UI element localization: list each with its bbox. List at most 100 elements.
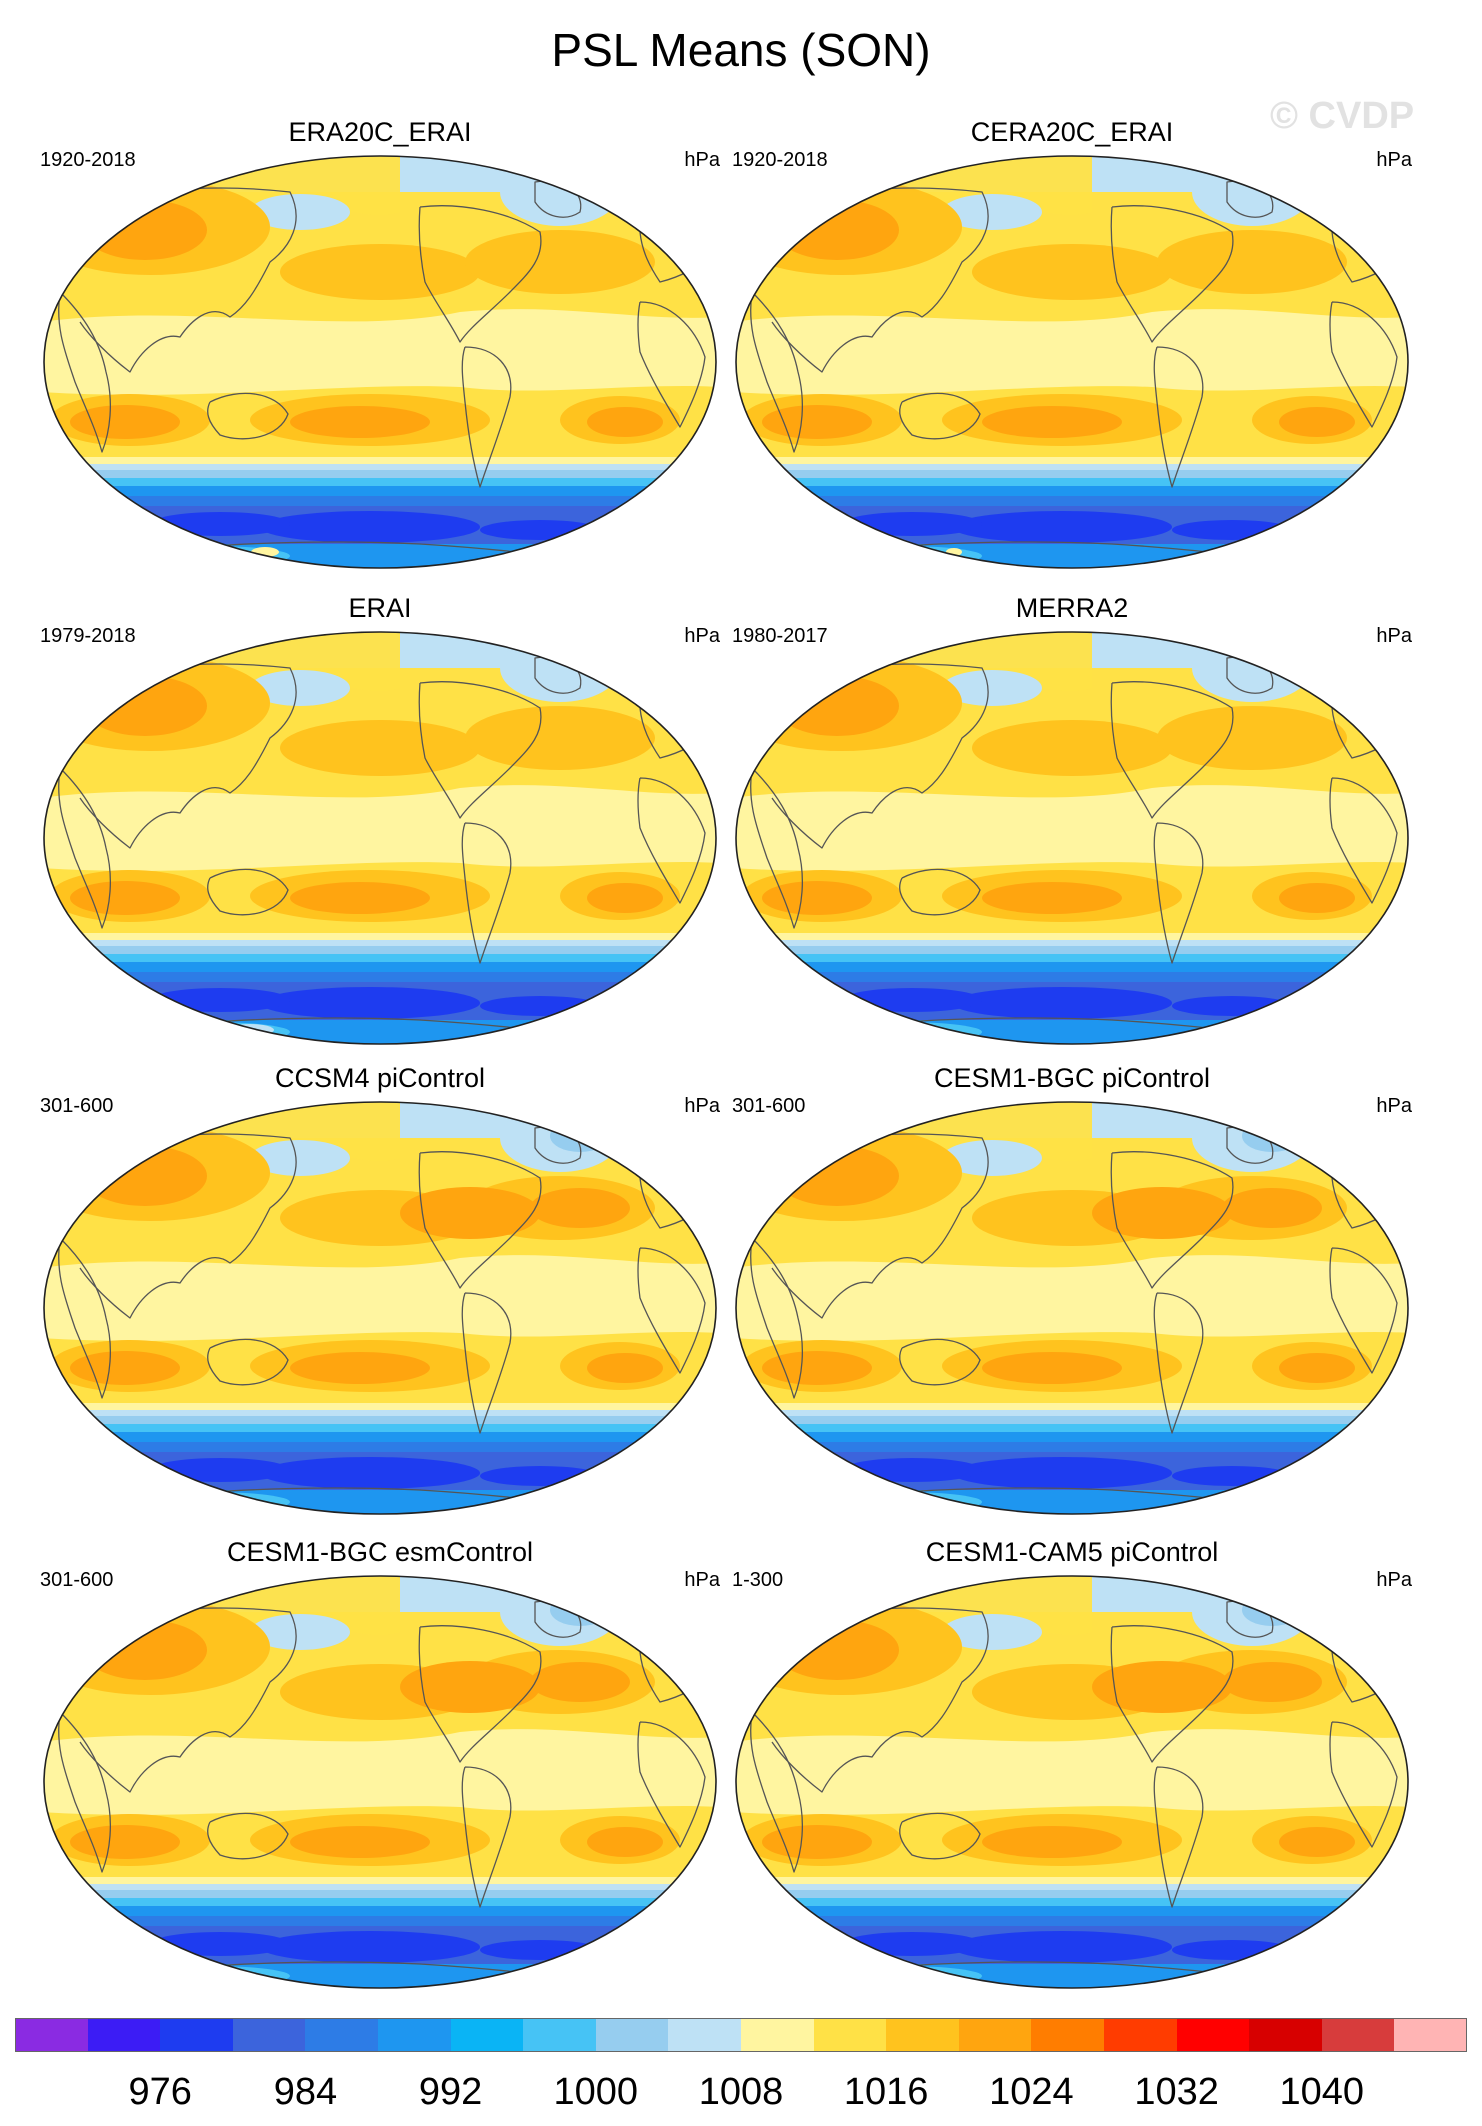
south-pacific-high-core bbox=[290, 1352, 430, 1384]
colorbar-tick-label: 1040 bbox=[1279, 2071, 1365, 2113]
panel-title: ERA20C_ERAI bbox=[288, 117, 472, 147]
panel-period: 1920-2018 bbox=[732, 149, 828, 171]
west-africa-coastline bbox=[1329, 777, 1398, 904]
map-panel-merra2: MERRA2 1980-2017 hPa bbox=[732, 592, 1412, 1052]
colorbar-swatch bbox=[15, 2018, 89, 2052]
map-panel-cesm1-cam5-picontrol: CESM1-CAM5 piControl 1-300 hPa bbox=[732, 1536, 1412, 1996]
map-outline bbox=[735, 1575, 1409, 1989]
colorbar-swatch bbox=[1031, 2018, 1105, 2052]
map-panel-erai: ERAI 1979-2018 hPa bbox=[40, 592, 720, 1052]
colorbar-swatch bbox=[232, 2018, 306, 2052]
south-america-coastline bbox=[461, 1292, 512, 1434]
psl-map bbox=[735, 631, 1409, 1045]
south-america-coastline bbox=[1153, 346, 1204, 488]
psl-map bbox=[735, 1575, 1409, 1989]
antarctic-band bbox=[736, 544, 1408, 568]
map-outline bbox=[735, 631, 1409, 1045]
antarctic-band bbox=[736, 1964, 1408, 1988]
equatorial-trough bbox=[736, 785, 1408, 871]
australia-coastline bbox=[899, 868, 981, 916]
azores-high-core bbox=[1222, 1188, 1322, 1228]
asia-coastline bbox=[79, 1133, 297, 1319]
south-atlantic-high-core bbox=[587, 407, 663, 437]
equatorial-trough bbox=[44, 785, 716, 871]
panel-title: CERA20C_ERAI bbox=[970, 117, 1174, 147]
greenland-low bbox=[1192, 158, 1312, 226]
southern-ocean-low-core bbox=[480, 1940, 600, 1960]
southern-ocean-low-core bbox=[480, 1466, 600, 1486]
panel-unit: hPa bbox=[1376, 149, 1412, 171]
indian-ocean-high-core bbox=[70, 1351, 180, 1385]
colorbar-tick-label: 984 bbox=[273, 2071, 338, 2113]
indian-ocean-high-core bbox=[70, 1825, 180, 1859]
colorbar-swatch bbox=[160, 2018, 234, 2052]
colorbar-swatch bbox=[1249, 2018, 1323, 2052]
south-pacific-high-core bbox=[982, 1352, 1122, 1384]
colorbar-swatch bbox=[1104, 2018, 1178, 2052]
north-america-coastline bbox=[418, 1625, 542, 1763]
south-atlantic-high-core bbox=[587, 1827, 663, 1857]
australia-coastline bbox=[207, 1338, 289, 1386]
panel-title: CESM1-CAM5 piControl bbox=[925, 1537, 1219, 1567]
africa-coastline bbox=[750, 1237, 804, 1399]
panel-period: 301-600 bbox=[732, 1095, 806, 1117]
panel-period: 1920-2018 bbox=[40, 149, 136, 171]
colorbar-swatch bbox=[741, 2018, 815, 2052]
colorbar-swatch bbox=[450, 2018, 524, 2052]
africa-coastline bbox=[750, 1711, 804, 1873]
cvdp-watermark: © CVDP bbox=[1270, 95, 1415, 137]
west-africa-coastline bbox=[637, 1247, 706, 1374]
colorbar-swatch bbox=[1176, 2018, 1250, 2052]
southern-ocean-low-core bbox=[480, 520, 600, 540]
asia-coastline bbox=[771, 1133, 989, 1319]
colorbar-tick-label: 1016 bbox=[843, 2071, 929, 2113]
psl-map bbox=[735, 1101, 1409, 1515]
greenland-low bbox=[500, 634, 620, 702]
panel-title: CESM1-BGC esmControl bbox=[226, 1537, 534, 1567]
asia-coastline bbox=[79, 1607, 297, 1793]
panel-period: 1979-2018 bbox=[40, 625, 136, 647]
siberian-high-core bbox=[775, 1146, 899, 1206]
south-atlantic-high-core bbox=[587, 883, 663, 913]
colorbar-tick-label: 1008 bbox=[698, 2071, 784, 2113]
map-panel-era20c-erai: ERA20C_ERAI 1920-2018 hPa bbox=[40, 116, 720, 576]
australia-coastline bbox=[899, 392, 981, 440]
siberian-high-core bbox=[83, 200, 207, 260]
psl-map bbox=[43, 631, 717, 1045]
australia-coastline bbox=[899, 1812, 981, 1860]
southern-ocean-low-core bbox=[1172, 520, 1292, 540]
colorbar-swatch bbox=[1321, 2018, 1395, 2052]
azores-high bbox=[465, 706, 655, 770]
colorbar-swatch bbox=[813, 2018, 887, 2052]
south-america-coastline bbox=[1153, 1766, 1204, 1908]
aleutian-low bbox=[250, 194, 350, 230]
southern-ocean-low-core bbox=[952, 511, 1172, 543]
map-outline bbox=[735, 155, 1409, 569]
map-outline bbox=[43, 155, 717, 569]
panel-unit: hPa bbox=[1376, 625, 1412, 647]
north-america-coastline bbox=[1110, 1151, 1234, 1289]
aleutian-low bbox=[942, 1140, 1042, 1176]
asia-coastline bbox=[771, 663, 989, 849]
southern-ocean-low-core bbox=[952, 987, 1172, 1019]
antarctic-band bbox=[44, 544, 716, 568]
west-africa-coastline bbox=[637, 1721, 706, 1848]
psl-map bbox=[735, 155, 1409, 569]
colorbar-tick-label: 1024 bbox=[989, 2071, 1074, 2113]
indian-ocean-high-core bbox=[762, 1825, 872, 1859]
indian-ocean-high-core bbox=[762, 405, 872, 439]
southern-ocean-low-core bbox=[1172, 1940, 1292, 1960]
north-america-coastline bbox=[418, 681, 542, 819]
australia-coastline bbox=[207, 392, 289, 440]
south-pacific-high-core bbox=[290, 1826, 430, 1858]
map-outline bbox=[43, 1575, 717, 1989]
southern-ocean-low-core bbox=[1172, 1466, 1292, 1486]
colorbar-swatch bbox=[523, 2018, 597, 2052]
azores-high bbox=[465, 230, 655, 294]
south-america-coastline bbox=[1153, 822, 1204, 964]
map-outline bbox=[43, 631, 717, 1045]
south-atlantic-high-core bbox=[1279, 883, 1355, 913]
colorbar-tick-label: 976 bbox=[128, 2071, 192, 2113]
southern-ocean-low-core bbox=[952, 1457, 1172, 1489]
aleutian-low bbox=[250, 670, 350, 706]
